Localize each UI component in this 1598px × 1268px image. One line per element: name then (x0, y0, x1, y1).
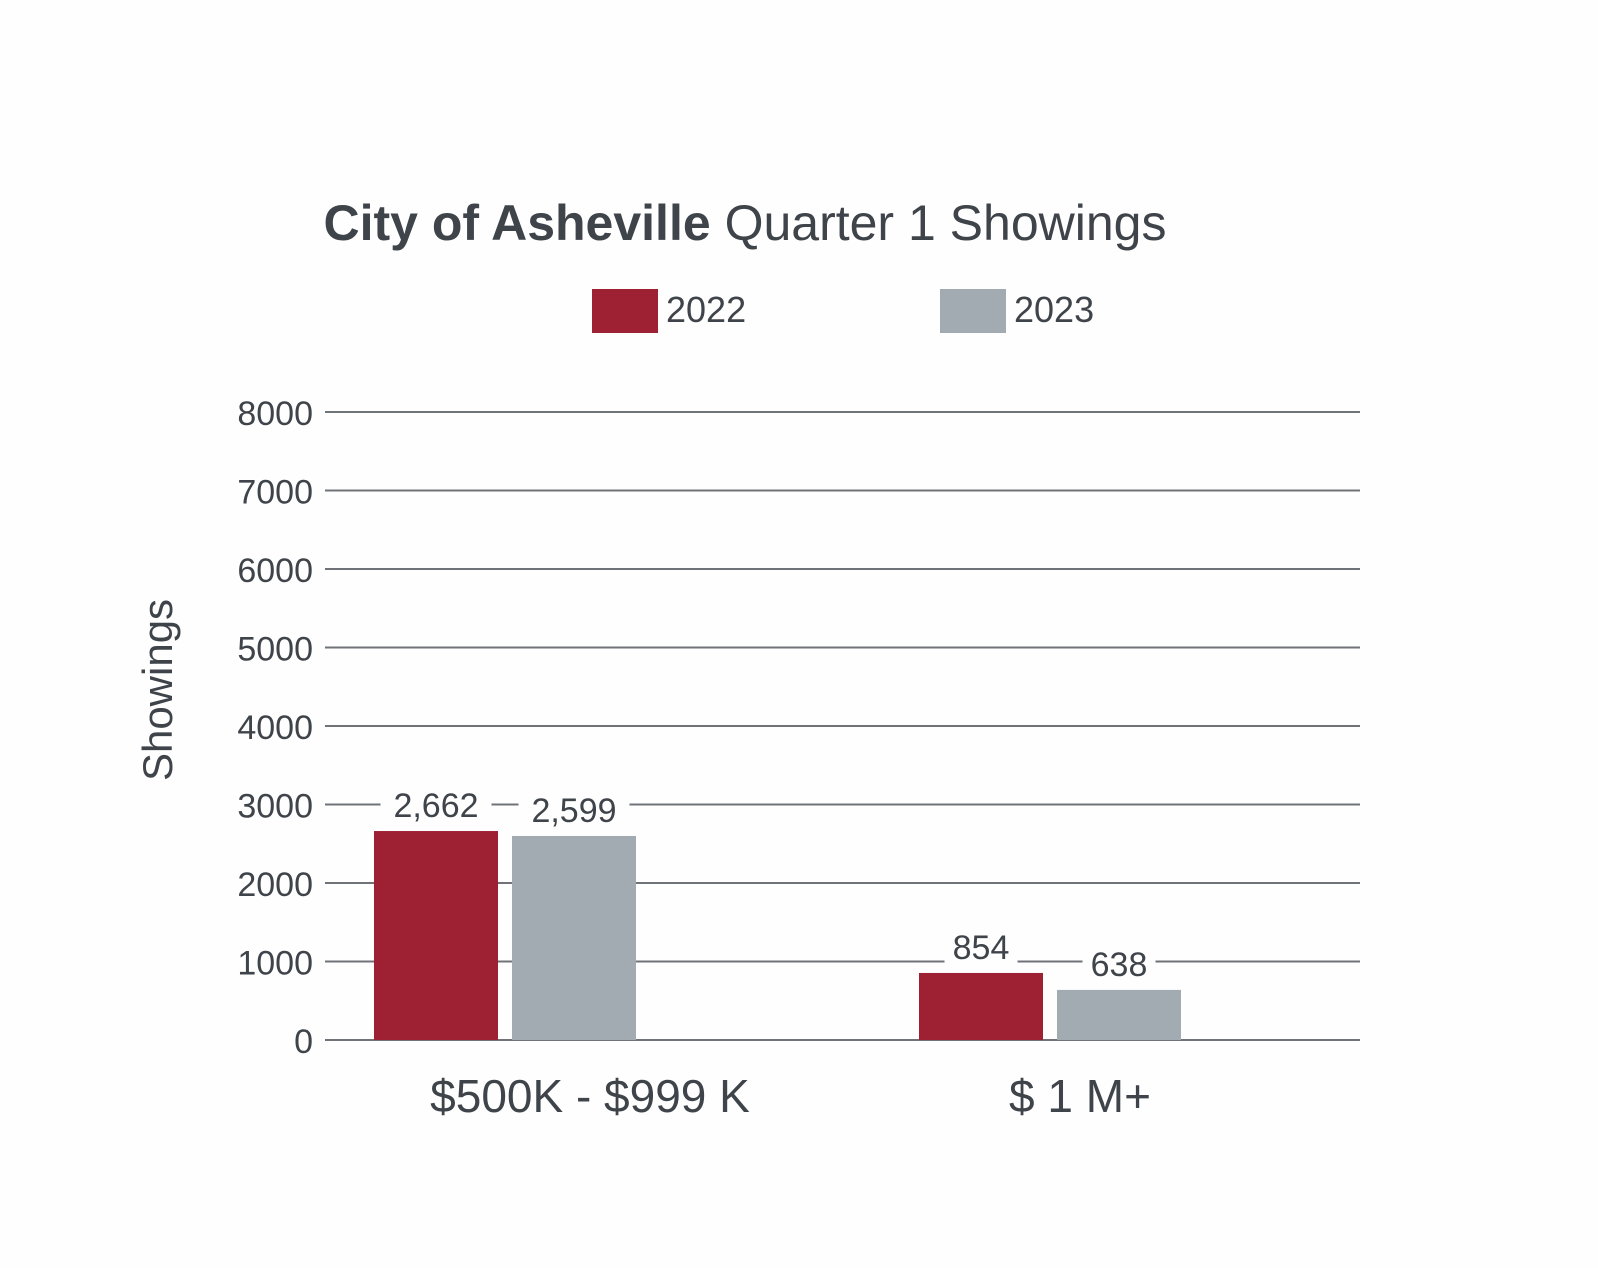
y-tick-label: 7000 (237, 474, 313, 512)
data-label: 2,599 (531, 792, 616, 830)
y-tick-label: 8000 (237, 395, 313, 433)
data-label: 2,662 (393, 787, 478, 825)
data-label-bg (518, 791, 630, 828)
bar-2023-1 (1057, 989, 1181, 1040)
data-label-bg (380, 787, 492, 824)
y-tick-label: 0 (294, 1023, 313, 1061)
legend: 2022 2023 (592, 289, 1094, 333)
x-tick-labels: $500K - $999 K $ 1 M+ (430, 1070, 1151, 1122)
y-tick-labels: 0 1000 2000 3000 4000 5000 6000 7000 8000 (237, 395, 313, 1061)
x-tick-label: $500K - $999 K (430, 1070, 750, 1122)
data-label: 638 (1091, 946, 1148, 984)
y-tick-label: 6000 (237, 552, 313, 590)
bar-2023-0 (512, 835, 636, 1040)
data-label: 854 (953, 929, 1010, 967)
y-tick-label: 5000 (237, 631, 313, 669)
data-labels: 2,662 2,599 854 638 (380, 787, 1156, 984)
legend-label: 2023 (1014, 289, 1094, 330)
bar-2022-1 (919, 972, 1043, 1040)
y-axis-label: Showings (134, 599, 181, 781)
y-tick-label: 4000 (237, 709, 313, 747)
chart-title-rest: Quarter 1 Showings (725, 195, 1167, 251)
legend-swatch-2023 (940, 289, 1006, 333)
legend-swatch-2022 (592, 289, 658, 333)
y-tick-label: 3000 (237, 788, 313, 826)
y-tick-label: 2000 (237, 866, 313, 904)
bars (374, 831, 1181, 1040)
data-label-bg (1082, 945, 1156, 982)
data-label-bg (944, 928, 1018, 965)
y-tick-label: 1000 (237, 945, 313, 983)
legend-label: 2022 (666, 289, 746, 330)
chart-title-bold: City of Asheville (324, 195, 711, 251)
bar-2022-0 (374, 831, 498, 1040)
chart-title: City of Asheville Quarter 1 Showings (324, 195, 1167, 251)
x-tick-label: $ 1 M+ (1009, 1070, 1151, 1122)
